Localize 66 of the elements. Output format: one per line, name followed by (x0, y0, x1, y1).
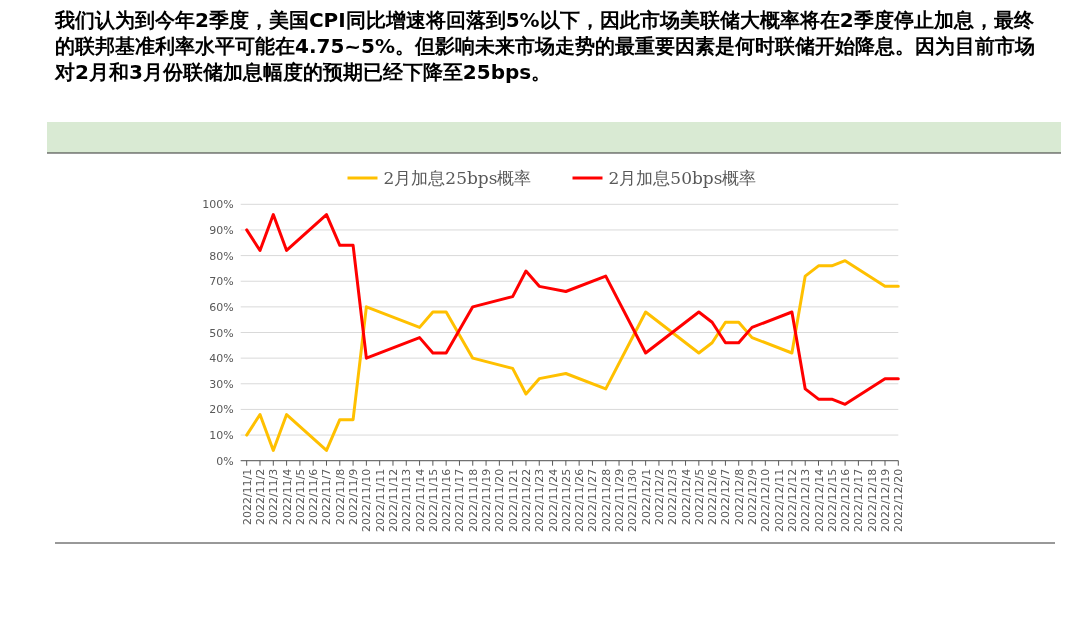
x-tick-label: 2022/11/2 (254, 468, 267, 526)
x-tick-label: 2022/11/26 (573, 468, 587, 533)
y-tick-label: 20% (209, 403, 234, 417)
line-series (245, 259, 900, 452)
y-tick-label: 70% (209, 275, 234, 289)
legend-label: 2月加息25bps概率 (383, 168, 532, 188)
x-tick-label: 2022/11/13 (400, 468, 414, 533)
x-tick-label: 2022/11/22 (519, 468, 533, 533)
y-tick-label: 60% (209, 300, 234, 314)
y-tick-label: 30% (209, 377, 234, 391)
x-tick-label: 2022/11/16 (440, 468, 454, 533)
line-series (245, 213, 900, 406)
x-tick-label: 2022/12/19 (879, 468, 892, 533)
y-tick-label: 10% (209, 429, 234, 443)
x-tick-label: 2022/11/8 (333, 468, 347, 526)
x-tick-label: 2022/12/6 (706, 468, 720, 526)
x-tick-label: 2022/11/27 (586, 468, 600, 533)
x-tick-label: 2022/12/20 (892, 468, 906, 533)
x-tick-label: 2022/11/14 (413, 468, 427, 533)
x-tick-label: 2022/11/6 (307, 468, 321, 526)
x-tick-label: 2022/11/1 (240, 468, 254, 526)
chart-title: 我们认为到今年2季度，美国CPI同比增速将回落到5%以下，因此市场美联储大概率将在2季度停止加息，最终的联邦基准利率水平可能在4.75~5%。但影响未来市场走势的最重要因素是何时联储开始降息。因为目前市场对2月和3月份联储加息幅度的预期已经下降至25bps。 (54, 8, 1036, 84)
x-tick-label: 2022/12/7 (719, 468, 733, 526)
y-tick-label: 50% (209, 326, 234, 340)
x-tick-label: 2022/12/17 (852, 468, 866, 533)
x-tick-label: 2022/11/28 (599, 468, 613, 533)
y-tick-label: 40% (209, 352, 234, 366)
y-tick-label: 100% (202, 198, 234, 212)
legend-label: 2月加息50bps概率 (608, 168, 757, 188)
x-tick-label: 2022/12/14 (812, 468, 826, 533)
x-tick-label: 2022/12/12 (785, 468, 799, 533)
x-tick-label: 2022/11/23 (533, 468, 547, 533)
x-tick-label: 2022/11/24 (546, 468, 560, 533)
x-tick-label: 2022/11/20 (493, 468, 507, 533)
x-tick-label: 2022/12/3 (666, 468, 680, 526)
x-tick-label: 2022/11/17 (453, 468, 467, 533)
x-tick-label: 2022/11/15 (426, 468, 440, 533)
x-tick-label: 2022/11/11 (373, 468, 387, 533)
x-tick-label: 2022/11/19 (480, 468, 494, 533)
x-tick-label: 2022/11/5 (293, 468, 307, 526)
x-tick-label: 2022/11/10 (360, 468, 374, 533)
x-tick-label: 2022/11/30 (626, 468, 640, 533)
x-tick-label: 2022/11/9 (347, 468, 361, 526)
x-tick-label: 2022/12/4 (679, 468, 693, 526)
y-tick-label: 0% (216, 454, 234, 468)
x-tick-label: 2022/12/16 (839, 468, 853, 533)
y-tick-label: 90% (209, 223, 234, 237)
x-tick-label: 2022/12/13 (799, 468, 813, 533)
y-tick-label: 80% (209, 249, 234, 263)
x-tick-label: 2022/11/3 (267, 468, 281, 526)
x-tick-label: 2022/12/8 (732, 468, 746, 526)
x-tick-label: 2022/12/18 (865, 468, 879, 533)
x-tick-label: 2022/12/15 (825, 468, 839, 533)
x-tick-label: 2022/11/4 (280, 468, 294, 526)
x-tick-label: 2022/12/9 (746, 468, 760, 526)
x-tick-label: 2022/11/18 (466, 468, 480, 533)
x-tick-label: 2022/12/2 (652, 468, 666, 526)
x-tick-label: 2022/11/25 (559, 468, 573, 533)
x-tick-label: 2022/12/5 (692, 468, 706, 526)
x-tick-label: 2022/11/12 (386, 468, 400, 533)
x-tick-label: 2022/11/7 (320, 468, 334, 526)
x-tick-label: 2022/11/21 (506, 468, 520, 533)
x-tick-label: 2022/12/1 (639, 468, 653, 526)
x-tick-label: 2022/12/11 (772, 468, 786, 533)
x-tick-label: 2022/11/29 (613, 468, 627, 533)
x-tick-label: 2022/12/10 (759, 468, 773, 533)
